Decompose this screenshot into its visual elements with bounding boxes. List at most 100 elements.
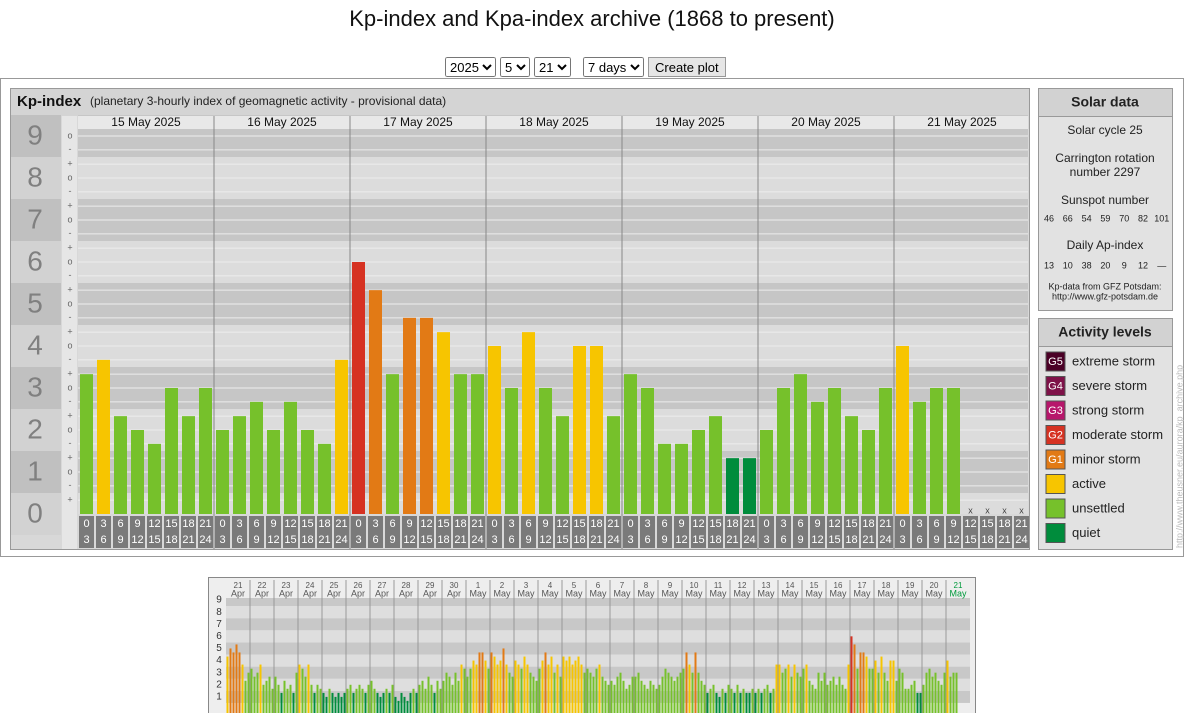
ap-value: 20 (1100, 260, 1110, 270)
interval-label: 18 (845, 534, 857, 546)
bar (682, 668, 685, 713)
day-header (78, 116, 1028, 129)
bar (437, 332, 450, 514)
interval-box (606, 516, 621, 548)
bar (571, 664, 574, 713)
create-plot-button[interactable]: Create plot (648, 57, 726, 77)
bar (673, 680, 676, 713)
bar (787, 664, 790, 713)
bar (319, 688, 322, 713)
month-label: Apr (351, 588, 365, 598)
minor-tick-label: - (69, 186, 72, 196)
bar (625, 688, 628, 713)
y-label-band (11, 367, 61, 409)
chart-subtitle: (planetary 3-hourly index of geomagnetic… (90, 94, 446, 108)
interval-label: 24 (471, 534, 483, 546)
minor-tick-label: - (69, 228, 72, 238)
interval-label: 18 (981, 534, 993, 546)
day-number: 27 (378, 581, 387, 590)
interval-box (1014, 516, 1029, 548)
bar (622, 680, 625, 713)
interval-box (215, 516, 230, 548)
bar (316, 684, 319, 713)
interval-box (725, 516, 740, 548)
interval-label: 9 (678, 518, 684, 530)
month-select[interactable]: 5 (500, 57, 530, 77)
bar (664, 668, 667, 713)
bar (556, 664, 559, 713)
bar (430, 684, 433, 713)
day-number: 23 (282, 581, 291, 590)
bar (439, 688, 442, 713)
bar (376, 692, 379, 713)
side-url: http://www.theusner.eu/aurora/kp_archive… (1174, 365, 1184, 548)
period-select[interactable]: 7 days (583, 57, 644, 77)
band (78, 493, 1028, 514)
bar (517, 664, 520, 713)
interval-label: 9 (933, 534, 939, 546)
day-number: 6 (596, 581, 601, 590)
interval-label: 18 (726, 518, 738, 530)
bar (520, 668, 523, 713)
interval-label: 15 (828, 534, 840, 546)
interval-label: 6 (916, 534, 922, 546)
bar (535, 680, 538, 713)
day-label: 16 May 2025 (247, 115, 317, 129)
bar (238, 652, 241, 713)
interval-label: 12 (267, 534, 279, 546)
bar (131, 430, 144, 514)
month-label: May (901, 588, 919, 598)
interval-label: 6 (372, 534, 378, 546)
day-select[interactable]: 21 (534, 57, 571, 77)
band (226, 642, 970, 655)
minor-tick-label: - (69, 480, 72, 490)
bar (400, 692, 403, 713)
interval-label: 15 (981, 518, 993, 530)
month-label: May (685, 588, 703, 598)
year-select[interactable]: 2025 (445, 57, 496, 77)
bar (448, 676, 451, 713)
bar (777, 388, 790, 514)
bar (775, 664, 778, 713)
bar (502, 648, 505, 713)
bar (907, 688, 910, 713)
bar (726, 458, 739, 514)
bar (781, 672, 784, 713)
month-label: Apr (279, 588, 293, 598)
missing-marker: x (1002, 505, 1007, 515)
minor-tick-label: o (67, 466, 72, 476)
bar (403, 696, 406, 713)
bar (496, 664, 499, 713)
legend-label: minor storm (1072, 451, 1141, 466)
bar (280, 692, 283, 713)
bar (769, 692, 772, 713)
month-label: Apr (231, 588, 245, 598)
interval-label: 0 (219, 518, 225, 530)
bar (421, 680, 424, 713)
bar (607, 416, 620, 514)
y-tick-label: 3 (27, 371, 43, 402)
bar (574, 660, 577, 713)
solar-text: Solar cycle 25 (1067, 123, 1143, 137)
interval-box (657, 516, 672, 548)
day-number: 15 (810, 581, 819, 590)
source-text: Kp-data from GFZ Potsdam: (1048, 281, 1161, 291)
interval-box (181, 516, 196, 548)
month-label: May (925, 588, 943, 598)
minor-tick-label: o (67, 382, 72, 392)
interval-label: 3 (763, 534, 769, 546)
bar (832, 676, 835, 713)
bar (424, 688, 427, 713)
bar (895, 680, 898, 713)
bar (826, 684, 829, 713)
interval-box (589, 516, 604, 548)
interval-label: 9 (117, 534, 123, 546)
day-number: 2 (500, 581, 505, 590)
bar (688, 664, 691, 713)
y-tick-label: 0 (27, 497, 43, 528)
minor-tick-label: + (67, 159, 72, 169)
interval-box (436, 516, 451, 548)
interval-box (334, 516, 349, 548)
interval-label: 15 (437, 518, 449, 530)
interval-box (521, 516, 536, 548)
